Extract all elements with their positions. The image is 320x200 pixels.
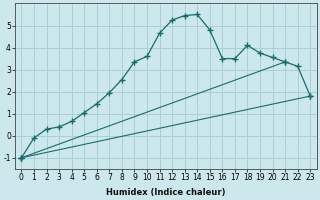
X-axis label: Humidex (Indice chaleur): Humidex (Indice chaleur) [106, 188, 226, 197]
